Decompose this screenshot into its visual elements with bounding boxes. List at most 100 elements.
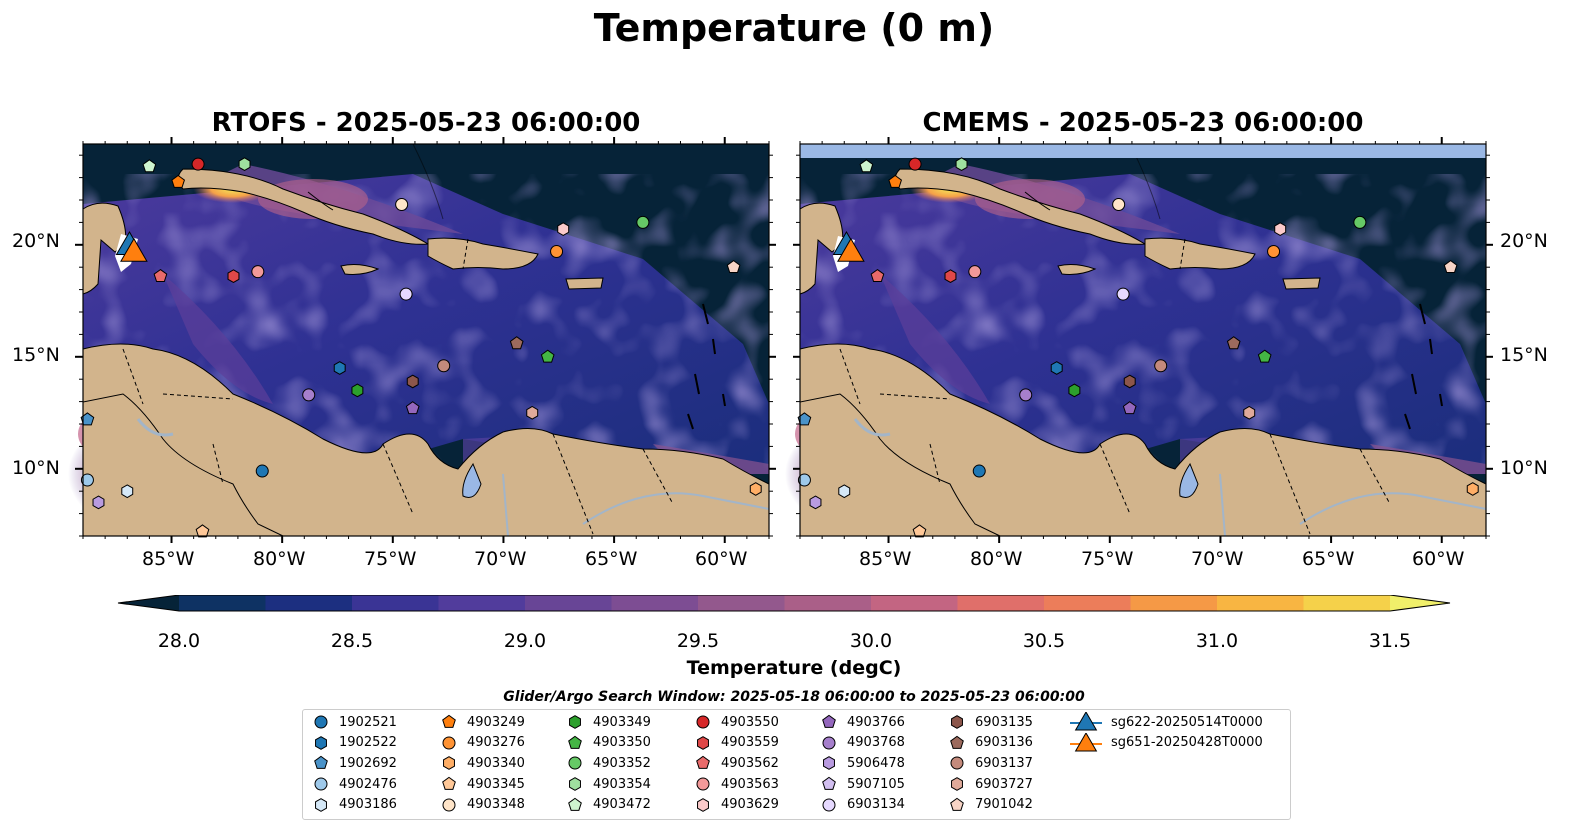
colorbar-segment	[525, 595, 613, 611]
colorbar-tick: 29.5	[676, 630, 720, 652]
search-window-caption: Glider/Argo Search Window: 2025-05-18 06…	[503, 689, 1085, 705]
float-marker-4903766	[1122, 401, 1137, 415]
lon-tick-rtofs: 75°W	[364, 548, 417, 570]
float-marker-4903350	[1257, 349, 1272, 363]
legend-marker-circle	[950, 756, 964, 770]
lat-tick-right: 10°N	[1500, 457, 1548, 479]
legend-item: 4903276	[439, 733, 525, 753]
legend-marker-hexagon	[697, 735, 709, 750]
rtofs-float-markers	[80, 157, 762, 538]
lon-tick-cmems: 60°W	[1412, 548, 1465, 570]
legend-item: 4903350	[565, 733, 651, 753]
legend-item: 4903766	[819, 712, 905, 732]
float-marker-1902692	[797, 412, 812, 426]
legend-label: 4903550	[721, 714, 779, 730]
legend-label: 5906478	[847, 755, 905, 771]
colorbar-label: Temperature (degC)	[686, 657, 902, 679]
colorbar-tick: 30.5	[1022, 630, 1066, 652]
float-marker-6903136	[1226, 336, 1241, 350]
colorbar-segment	[871, 595, 959, 611]
legend: 1902521 1902522 1902692 4902476 4903186 49032…	[302, 709, 1291, 820]
float-marker-1902522	[1050, 361, 1063, 375]
legend-marker-pentagon	[822, 776, 836, 790]
legend-label: 4903559	[721, 735, 779, 751]
lon-tick-rtofs: 65°W	[585, 548, 638, 570]
cmems-float-markers	[797, 157, 1479, 538]
legend-label: 6903136	[975, 735, 1033, 751]
float-marker-4903768	[302, 388, 316, 402]
float-marker-4903629	[1274, 222, 1287, 236]
lon-tick-cmems: 85°W	[859, 548, 912, 570]
legend-item: 4903348	[439, 795, 525, 815]
legend-label: 4903472	[593, 797, 651, 813]
legend-item: 4903550	[693, 712, 779, 732]
legend-label: 1902522	[339, 735, 397, 751]
float-marker-4903345	[912, 524, 927, 538]
legend-marker-hexagon	[951, 715, 963, 729]
legend-label: sg622-20250514T0000	[1111, 714, 1263, 730]
colorbar-segment	[179, 595, 267, 611]
legend-label: 4903563	[721, 776, 779, 792]
colorbar	[117, 595, 1451, 612]
lon-tick-cmems: 75°W	[1081, 548, 1134, 570]
lon-tick-rtofs: 80°W	[253, 548, 306, 570]
float-marker-4903349	[1068, 383, 1081, 398]
colorbar-segment	[1217, 595, 1305, 611]
legend-item: 4903345	[439, 774, 525, 794]
legend-item: 4903249	[439, 712, 525, 732]
axis-tick-marks	[75, 137, 1493, 543]
float-marker-4903276	[550, 245, 564, 259]
lat-tick-left: 20°N	[12, 230, 60, 252]
legend-label: 4903352	[593, 755, 651, 771]
legend-marker-hexagon	[823, 756, 835, 771]
lon-tick-cmems: 65°W	[1302, 548, 1355, 570]
colorbar-segment	[611, 595, 699, 611]
legend-label: 4903340	[467, 755, 525, 771]
colorbar-tick: 28.5	[330, 630, 374, 652]
legend-label: 6903135	[975, 714, 1033, 730]
float-marker-4903472	[142, 159, 157, 173]
lon-tick-rtofs: 85°W	[142, 548, 195, 570]
legend-item: 4902476	[311, 774, 397, 794]
colorbar-tick: 31.5	[1368, 630, 1412, 652]
float-marker-4903563	[968, 265, 982, 279]
float-marker-7901042	[726, 259, 741, 274]
colorbar-segment	[265, 595, 353, 611]
legend-label: 4903276	[467, 735, 525, 751]
float-marker-6903134	[399, 287, 413, 301]
legend-item: 4903472	[565, 795, 651, 815]
legend-marker-pentagon	[950, 735, 964, 749]
legend-item: 1902692	[311, 753, 397, 773]
float-marker-4903472	[859, 159, 874, 173]
legend-label: sg651-20250428T0000	[1111, 735, 1263, 751]
float-marker-6903135	[1123, 374, 1136, 389]
legend-item: 4903349	[565, 712, 651, 732]
float-marker-4903354	[238, 157, 251, 172]
legend-marker-pentagon	[442, 714, 456, 728]
legend-marker-circle	[696, 777, 710, 791]
legend-marker-pentagon	[950, 797, 964, 811]
legend-item: 4903768	[819, 733, 905, 753]
lon-tick-rtofs: 60°W	[695, 548, 748, 570]
float-marker-4903629	[557, 222, 570, 236]
legend-label: 5907105	[847, 776, 905, 792]
legend-marker-circle	[822, 798, 836, 812]
legend-marker-hexagon	[315, 797, 327, 812]
float-marker-4903352	[636, 215, 650, 229]
glider-marker-sg651-20250428T0000	[837, 237, 865, 262]
float-marker-4903352	[1353, 215, 1367, 229]
float-marker-4903276	[1267, 245, 1281, 259]
glider-marker-sg651-20250428T0000	[120, 237, 148, 262]
legend-marker-hexagon	[443, 756, 455, 771]
legend-marker-circle	[568, 756, 582, 770]
colorbar-segment	[957, 595, 1045, 611]
legend-label: 4903766	[847, 714, 905, 730]
float-marker-5906478	[809, 495, 822, 510]
legend-item: 7901042	[947, 795, 1033, 815]
legend-label: 4903629	[721, 797, 779, 813]
float-marker-4903550	[908, 157, 922, 171]
legend-label: 4903348	[467, 797, 525, 813]
legend-marker-hexagon	[569, 777, 581, 791]
float-marker-4903348	[395, 197, 409, 211]
legend-item: 6903137	[947, 753, 1033, 773]
